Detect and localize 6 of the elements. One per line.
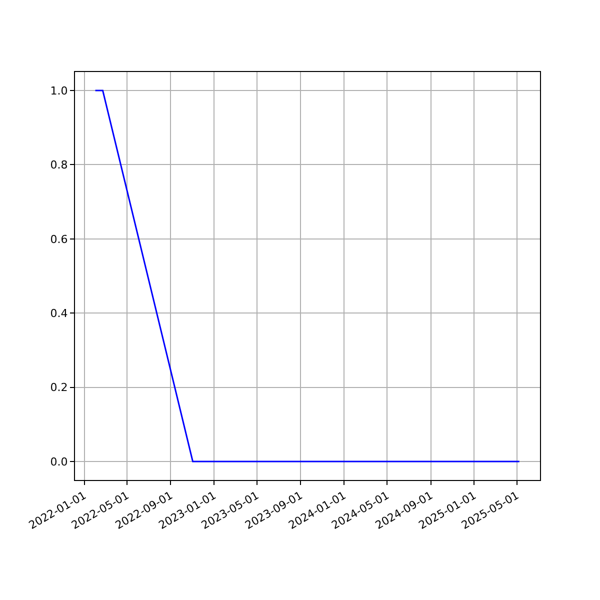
y-tick-label: 0.8: [50, 158, 68, 172]
y-tick-label: 0.6: [50, 232, 68, 246]
y-tick-label: 0.2: [50, 381, 68, 394]
y-tick-label: 1.0: [50, 84, 68, 98]
y-tick-label: 0.4: [50, 306, 68, 320]
y-tick-label: 0.0: [50, 455, 68, 468]
